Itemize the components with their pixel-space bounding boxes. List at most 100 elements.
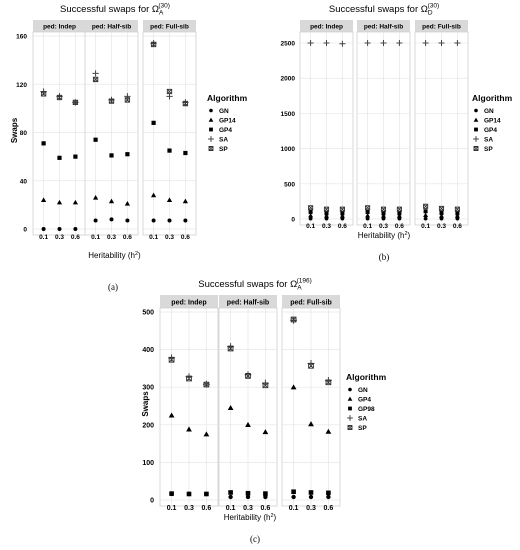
point-gp14 — [381, 213, 386, 218]
panel-1: ped: Indep 0.1 0.3 0.6 — [32, 20, 87, 241]
point-sp — [339, 206, 345, 212]
y-tick-label: 160 — [16, 34, 27, 41]
y-tick-label: 0 — [23, 227, 27, 234]
figure-caption: (b) — [379, 252, 390, 262]
legend-label: GP4 — [358, 397, 371, 404]
legend-marker-sa — [347, 415, 353, 421]
legend-label: GN — [484, 108, 494, 115]
y-tick-label: 80 — [20, 130, 28, 137]
legend-label: GP14 — [219, 118, 236, 125]
y-tick-label: 500 — [284, 181, 295, 188]
panel-1: ped: Indep 0.1 0.3 0.6 — [299, 20, 354, 230]
point-sp — [182, 100, 189, 107]
panel-label: ped: Indep — [310, 24, 343, 31]
point-sp — [454, 206, 460, 212]
point-gp4 — [439, 211, 444, 216]
point-sp — [168, 356, 175, 363]
panel-3: ped: Full-sib 0.1 0.3 0.6 — [142, 20, 197, 241]
point-gp4 — [186, 426, 192, 432]
chart-title: Successful swaps for ΩD(30) — [329, 3, 439, 17]
point-sp — [245, 373, 251, 379]
x-tick-label: 0.1 — [167, 505, 177, 512]
point-gn — [326, 494, 331, 500]
panel-strip — [143, 20, 196, 32]
point-gn — [109, 217, 114, 222]
point-gn — [228, 494, 233, 500]
point-gp98 — [204, 491, 209, 497]
legend: Algorithm GN GP4 GP98 SA SP — [346, 372, 387, 432]
legend-label: GP14 — [484, 118, 501, 125]
point-gp4 — [290, 384, 297, 390]
x-tick-label: 0.3 — [107, 234, 116, 241]
x-tick-label: 0.1 — [289, 505, 299, 512]
panel-label: ped: Indep — [171, 300, 206, 307]
x-tick-label: 0.6 — [181, 234, 190, 241]
panel-label: ped: Half-sib — [92, 24, 131, 31]
figure-caption: (c) — [250, 534, 260, 544]
point-gn — [308, 494, 314, 500]
point-gn — [308, 216, 313, 221]
point-gp14 — [439, 213, 444, 218]
point-sa — [339, 40, 346, 47]
point-gp14 — [365, 212, 371, 218]
point-gp98 — [326, 490, 331, 496]
point-gp4 — [340, 211, 345, 216]
point-gp4 — [245, 421, 251, 427]
y-tick-label: 2500 — [281, 41, 296, 48]
point-gp4 — [109, 153, 114, 158]
legend-label: GP4 — [484, 127, 497, 134]
legend-marker-gp14 — [473, 117, 479, 122]
y-tick-label: 0 — [150, 498, 154, 505]
x-axis-label: Heritability (h2) — [358, 231, 411, 240]
x-tick-label: 0.3 — [322, 223, 331, 230]
point-sp — [308, 362, 314, 369]
point-gn — [73, 227, 78, 231]
x-tick-label: 0.1 — [91, 234, 100, 241]
legend-marker-gp4 — [347, 396, 353, 401]
panel-2: ped: Half-sib 0.1 0.3 0.6 — [356, 20, 411, 230]
legend-label: GP98 — [358, 406, 375, 413]
legend-label: SP — [219, 146, 228, 153]
panel-2: ped: Half-sib 0.1 0.3 0.6 — [84, 20, 139, 241]
point-gp4 — [423, 209, 428, 214]
point-sp — [166, 88, 173, 95]
panel-strip — [160, 295, 218, 308]
x-tick-label: 0.1 — [226, 505, 236, 512]
point-gp14 — [124, 201, 131, 206]
point-gp4 — [397, 211, 402, 216]
point-sa — [364, 40, 371, 47]
point-sa — [396, 40, 403, 47]
y-tick-label: 1500 — [281, 111, 296, 118]
point-sp — [290, 316, 297, 323]
x-tick-label: 0.1 — [363, 223, 372, 230]
point-gp14 — [396, 213, 402, 218]
point-gp4 — [455, 211, 460, 216]
y-tick-label: 500 — [142, 310, 154, 317]
legend-title: Algorithm — [207, 93, 248, 103]
x-tick-label: 0.3 — [306, 505, 316, 512]
point-gp14 — [339, 213, 345, 218]
point-sa — [454, 40, 461, 47]
legend-label: SP — [358, 425, 367, 432]
y-tick-label: 120 — [16, 82, 27, 89]
point-sp — [92, 76, 99, 83]
x-tick-label: 0.6 — [202, 505, 212, 512]
x-tick-label: 0.1 — [306, 223, 315, 230]
chart-3: Successful swaps for ΩA(196) Swaps 0 100 200… — [141, 278, 387, 545]
legend-marker-sa — [208, 136, 214, 142]
legend-marker-gp14 — [208, 117, 214, 122]
panel-2: ped: Half-sib 0.1 0.3 0.6 — [218, 295, 278, 512]
point-sa — [124, 93, 131, 100]
point-gp14 — [423, 212, 429, 218]
point-sp — [150, 41, 157, 48]
x-tick-label: 0.3 — [437, 223, 446, 230]
point-sa — [307, 40, 314, 47]
legend-label: SA — [219, 137, 228, 144]
legend-marker-sp — [208, 146, 214, 151]
point-gn — [291, 494, 296, 500]
x-axis-label: Heritability (h2) — [224, 513, 277, 522]
x-tick-label: 0.6 — [123, 234, 132, 241]
legend-marker-gn — [474, 108, 478, 113]
point-gp14 — [56, 199, 63, 205]
